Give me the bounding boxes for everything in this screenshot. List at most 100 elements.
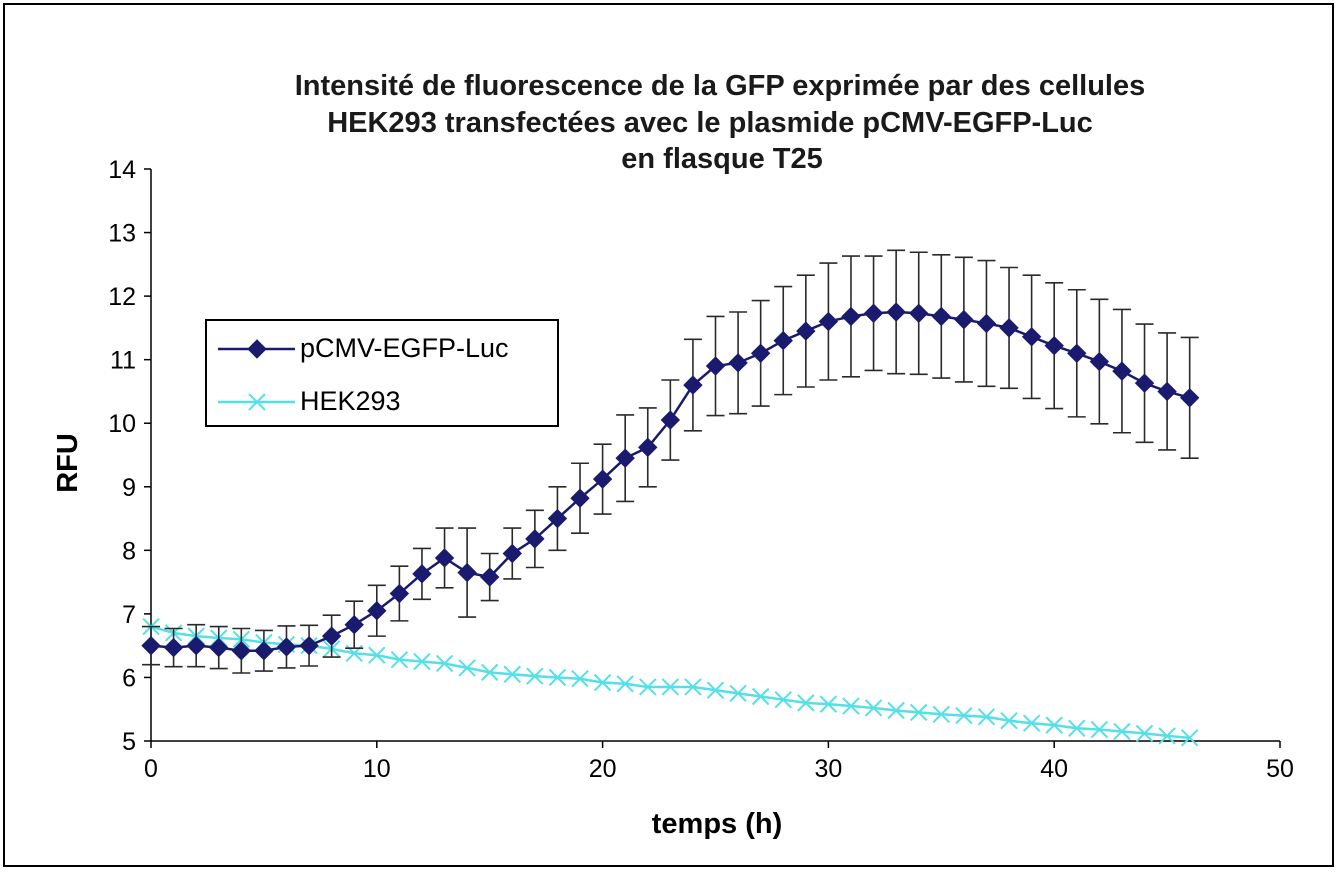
series-hek293 <box>142 617 1199 747</box>
y-tick-label: 5 <box>122 728 136 756</box>
data-point-hek293 <box>774 690 792 709</box>
data-point-pcmv-egfp-luc <box>909 303 929 323</box>
data-point-pcmv-egfp-luc <box>434 548 455 568</box>
legend-marker-hek293 <box>248 393 266 411</box>
y-tick-label: 12 <box>108 283 136 311</box>
data-point-pcmv-egfp-luc <box>863 303 884 323</box>
data-point-pcmv-egfp-luc <box>344 614 364 635</box>
data-point-pcmv-egfp-luc <box>886 302 906 322</box>
y-tick-labels: 5 6 7 8 9 10 11 12 13 14 <box>108 156 136 756</box>
y-tick-label: 8 <box>122 537 136 565</box>
data-point-hek293 <box>458 659 476 677</box>
data-point-hek293 <box>1180 729 1199 747</box>
data-point-hek293 <box>526 667 544 685</box>
chart-title-line-2: HEK293 transfectées avec le plasmide pCM… <box>327 107 1093 139</box>
data-point-hek293 <box>729 684 747 703</box>
data-point-pcmv-egfp-luc <box>412 564 432 584</box>
legend-label-pcmv-egfp-luc: pCMV-EGFP-Luc <box>300 333 509 363</box>
data-point-hek293 <box>819 695 838 713</box>
data-point-hek293 <box>797 694 815 712</box>
data-point-pcmv-egfp-luc <box>299 635 319 656</box>
data-point-hek293 <box>593 673 612 692</box>
data-point-hek293 <box>480 663 499 682</box>
data-point-pcmv-egfp-luc <box>276 637 297 657</box>
y-axis-title: RFU <box>52 433 84 493</box>
y-tick-label: 13 <box>108 220 136 248</box>
data-point-pcmv-egfp-luc <box>321 626 342 646</box>
x-axis-title: temps (h) <box>652 808 783 840</box>
data-point-hek293 <box>1090 720 1109 739</box>
data-point-pcmv-egfp-luc <box>525 529 545 549</box>
data-point-hek293 <box>390 650 409 669</box>
data-point-pcmv-egfp-luc <box>1089 351 1110 372</box>
data-point-pcmv-egfp-luc <box>592 469 613 489</box>
data-point-hek293 <box>932 705 951 724</box>
data-point-hek293 <box>684 678 702 696</box>
data-point-pcmv-egfp-luc <box>367 601 387 621</box>
y-tick-label: 6 <box>122 664 136 692</box>
data-point-pcmv-egfp-luc <box>615 448 635 468</box>
data-point-hek293 <box>1045 716 1063 734</box>
data-point-hek293 <box>842 697 860 715</box>
data-point-pcmv-egfp-luc <box>1044 335 1064 356</box>
data-point-pcmv-egfp-luc <box>547 508 568 529</box>
data-point-pcmv-egfp-luc <box>705 356 726 376</box>
y-tick-label: 9 <box>122 474 136 502</box>
data-point-pcmv-egfp-luc <box>209 637 229 658</box>
legend: pCMV-EGFP-Luc HEK293 <box>205 319 559 427</box>
data-point-pcmv-egfp-luc <box>570 488 590 508</box>
data-point-pcmv-egfp-luc <box>999 318 1019 338</box>
axes <box>144 168 1281 748</box>
chart-title-line-1: Intensité de fluorescence de la GFP expr… <box>295 70 1146 102</box>
data-point-pcmv-egfp-luc <box>1112 361 1132 381</box>
data-point-pcmv-egfp-luc <box>660 410 681 430</box>
data-point-pcmv-egfp-luc <box>773 330 793 351</box>
x-tick-label: 40 <box>1040 755 1068 783</box>
data-point-pcmv-egfp-luc <box>841 306 861 327</box>
data-point-pcmv-egfp-luc <box>163 637 184 658</box>
data-point-pcmv-egfp-luc <box>728 353 748 373</box>
data-point-pcmv-egfp-luc <box>479 567 500 587</box>
data-point-hek293 <box>1022 714 1041 732</box>
data-point-hek293 <box>435 654 454 673</box>
y-tick-label: 10 <box>108 410 136 438</box>
x-tick-label: 50 <box>1266 755 1294 783</box>
data-point-hek293 <box>616 675 634 693</box>
y-tick-label: 11 <box>110 347 136 375</box>
data-point-pcmv-egfp-luc <box>141 635 161 656</box>
data-point-pcmv-egfp-luc <box>1157 381 1177 402</box>
legend-item-hek293 <box>218 393 295 411</box>
chart-svg: Intensité de fluorescence de la GFP expr… <box>52 70 1294 840</box>
data-point-hek293 <box>1000 711 1018 730</box>
x-tick-label: 0 <box>144 755 158 783</box>
data-point-pcmv-egfp-luc <box>457 562 477 583</box>
legend-marker-pcmv-egfp-luc <box>247 339 267 359</box>
x-tick-label: 10 <box>363 755 391 783</box>
data-point-pcmv-egfp-luc <box>502 543 522 564</box>
data-point-hek293 <box>706 681 725 699</box>
data-point-pcmv-egfp-luc <box>954 309 974 330</box>
data-point-pcmv-egfp-luc <box>638 437 658 458</box>
data-point-hek293 <box>1068 719 1086 737</box>
y-tick-label: 7 <box>122 601 136 629</box>
data-point-hek293 <box>503 665 521 683</box>
data-point-pcmv-egfp-luc <box>389 583 410 604</box>
data-point-hek293 <box>1113 722 1131 741</box>
data-point-hek293 <box>751 687 770 706</box>
data-point-hek293 <box>548 668 567 687</box>
data-point-hek293 <box>413 652 431 671</box>
data-point-hek293 <box>368 646 386 664</box>
data-point-pcmv-egfp-luc <box>186 635 206 656</box>
data-point-pcmv-egfp-luc <box>683 375 703 395</box>
chart-title-line-3: en flasque T25 <box>621 143 822 175</box>
legend-label-hek293: HEK293 <box>300 386 401 416</box>
data-point-pcmv-egfp-luc <box>818 311 839 332</box>
data-point-pcmv-egfp-luc <box>931 306 952 327</box>
chart-frame: Intensité de fluorescence de la GFP expr… <box>3 3 1334 867</box>
data-point-hek293 <box>571 670 589 688</box>
data-point-hek293 <box>977 708 996 726</box>
data-point-pcmv-egfp-luc <box>254 641 274 661</box>
y-tick-label: 14 <box>108 156 136 184</box>
data-point-pcmv-egfp-luc <box>1179 388 1200 408</box>
legend-item-pcmv-egfp-luc <box>218 339 295 359</box>
